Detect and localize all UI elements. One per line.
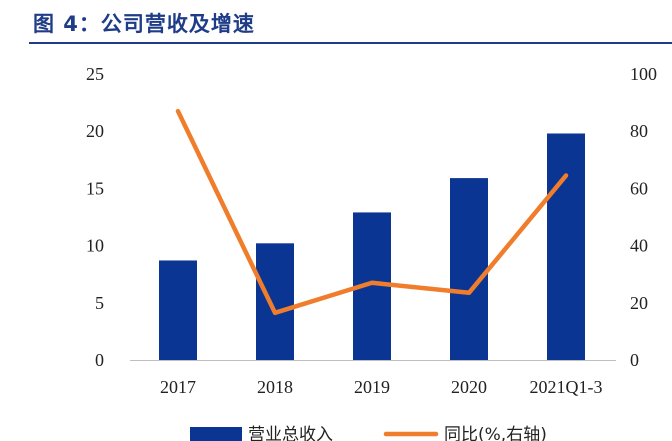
x-axis-labels: 2017 2018 2019 2020 2021Q1-3 (160, 377, 603, 397)
y-left-tick-20: 20 (86, 121, 104, 141)
y-left-tick-10: 10 (86, 236, 104, 256)
revenue-bars (159, 133, 585, 360)
y-right-tick-40: 40 (630, 236, 648, 256)
x-tick-2020: 2020 (451, 377, 487, 397)
y-right-tick-80: 80 (630, 121, 648, 141)
y-left-tick-0: 0 (95, 350, 104, 370)
bar-2020 (450, 178, 488, 360)
growth-line-path (175, 108, 569, 316)
growth-line-series (175, 108, 569, 316)
y-right-tick-60: 60 (630, 178, 648, 198)
bar-2018 (256, 243, 294, 360)
title-rule (29, 42, 672, 44)
legend-line-label: 同比(%,右轴) (444, 425, 547, 441)
y-left-tick-5: 5 (95, 293, 104, 313)
legend: 营业总收入 同比(%,右轴) (190, 425, 547, 441)
legend-bar-label: 营业总收入 (248, 425, 333, 441)
right-axis: 0 20 40 60 80 100 (630, 64, 657, 370)
x-tick-2018: 2018 (257, 377, 293, 397)
x-tick-2019: 2019 (354, 377, 390, 397)
y-right-tick-0: 0 (630, 350, 639, 370)
y-left-tick-25: 25 (86, 64, 104, 84)
left-axis: 0 5 10 15 20 25 (86, 64, 104, 370)
legend-bar-swatch (190, 427, 242, 441)
bar-2017 (159, 260, 197, 360)
figure-header: 图 4：公司营收及增速 (0, 0, 672, 44)
x-tick-2021Q1-3: 2021Q1-3 (530, 377, 603, 397)
y-right-tick-100: 100 (630, 64, 657, 84)
bar-2021Q1-3 (547, 133, 585, 360)
x-tick-2017: 2017 (160, 377, 196, 397)
y-left-tick-15: 15 (86, 178, 104, 198)
y-right-tick-20: 20 (630, 293, 648, 313)
figure-title: 图 4：公司营收及增速 (33, 12, 255, 36)
